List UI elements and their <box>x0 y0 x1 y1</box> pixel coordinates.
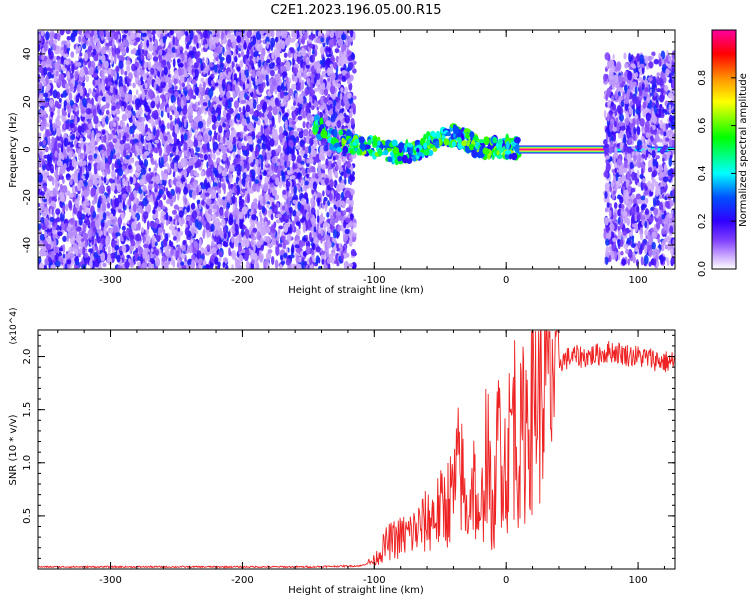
spectrogram-x-tick: -200 <box>231 275 254 286</box>
snr-y-tick: 1.0 <box>22 455 33 471</box>
colorbar-label: Normalized spectral amplitude <box>738 73 749 227</box>
spectrogram-x-tick: 0 <box>503 275 509 286</box>
heatmap-layer <box>38 30 675 269</box>
spectrogram-y-axis: -40 -20 0 20 40 <box>22 29 675 270</box>
snr-x-tick: -300 <box>99 575 122 586</box>
spectrogram-x-label: Height of straight line (km) <box>288 285 424 296</box>
heatmap-region-noise-right <box>603 50 675 269</box>
snr-y-tick: 1.5 <box>22 402 33 418</box>
snr-x-axis: -300 -200 -100 0 100 <box>57 330 665 586</box>
chart-title: C2E1.2023.196.05.00.R15 <box>270 3 441 18</box>
spectrogram-y-tick: 0 <box>22 146 33 152</box>
snr-x-label: Height of straight line (km) <box>288 585 424 596</box>
spectrogram-y-label: Frequency (Hz) <box>8 112 19 188</box>
snr-panel: -300 -200 -100 0 100 0.5 1.0 1.5 2.0 Height of … <box>8 307 676 596</box>
snr-y-tick: 0.5 <box>22 508 33 524</box>
spectrogram-y-tick: -20 <box>22 189 33 205</box>
spectrogram-y-tick: -40 <box>22 237 33 253</box>
colorbar-tick: 0.6 <box>697 118 708 134</box>
snr-x-tick: -100 <box>363 575 386 586</box>
spectrogram-x-tick: 100 <box>629 275 648 286</box>
snr-frame <box>37 329 676 570</box>
snr-y-axis: 0.5 1.0 1.5 2.0 <box>22 334 675 559</box>
heatmap-region-noise-left <box>38 30 357 269</box>
colorbar-ticks: 0.0 0.2 0.4 0.6 0.8 <box>697 70 736 277</box>
colorbar-tick: 0.8 <box>697 70 708 86</box>
snr-y-tick: 2.0 <box>22 349 33 365</box>
colorbar-tick: 0.0 <box>697 261 708 277</box>
colorbar: 0.0 0.2 0.4 0.6 0.8 Normalized spectral ampl… <box>697 29 749 277</box>
snr-x-tick: 0 <box>503 575 509 586</box>
spectrogram-x-tick: -100 <box>363 275 386 286</box>
snr-x-tick: -200 <box>231 575 254 586</box>
spectrogram-x-tick: -300 <box>99 275 122 286</box>
snr-series-line <box>38 330 675 569</box>
snr-y-multiplier: (x10^4) <box>9 307 19 344</box>
heatmap-region-echo-trace <box>312 114 522 166</box>
spectrogram-y-tick: 40 <box>22 48 33 61</box>
snr-x-tick: 100 <box>629 575 648 586</box>
colorbar-tick: 0.2 <box>697 213 708 229</box>
spectrogram-x-axis: -300 -200 -100 0 100 <box>57 30 665 286</box>
snr-y-label: SNR (10 * v/v) <box>8 414 19 485</box>
spectrogram-y-tick: 20 <box>22 95 33 108</box>
snr-line-layer <box>38 330 675 569</box>
colorbar-tick: 0.4 <box>697 165 708 181</box>
colorbar-gradient <box>711 29 737 270</box>
